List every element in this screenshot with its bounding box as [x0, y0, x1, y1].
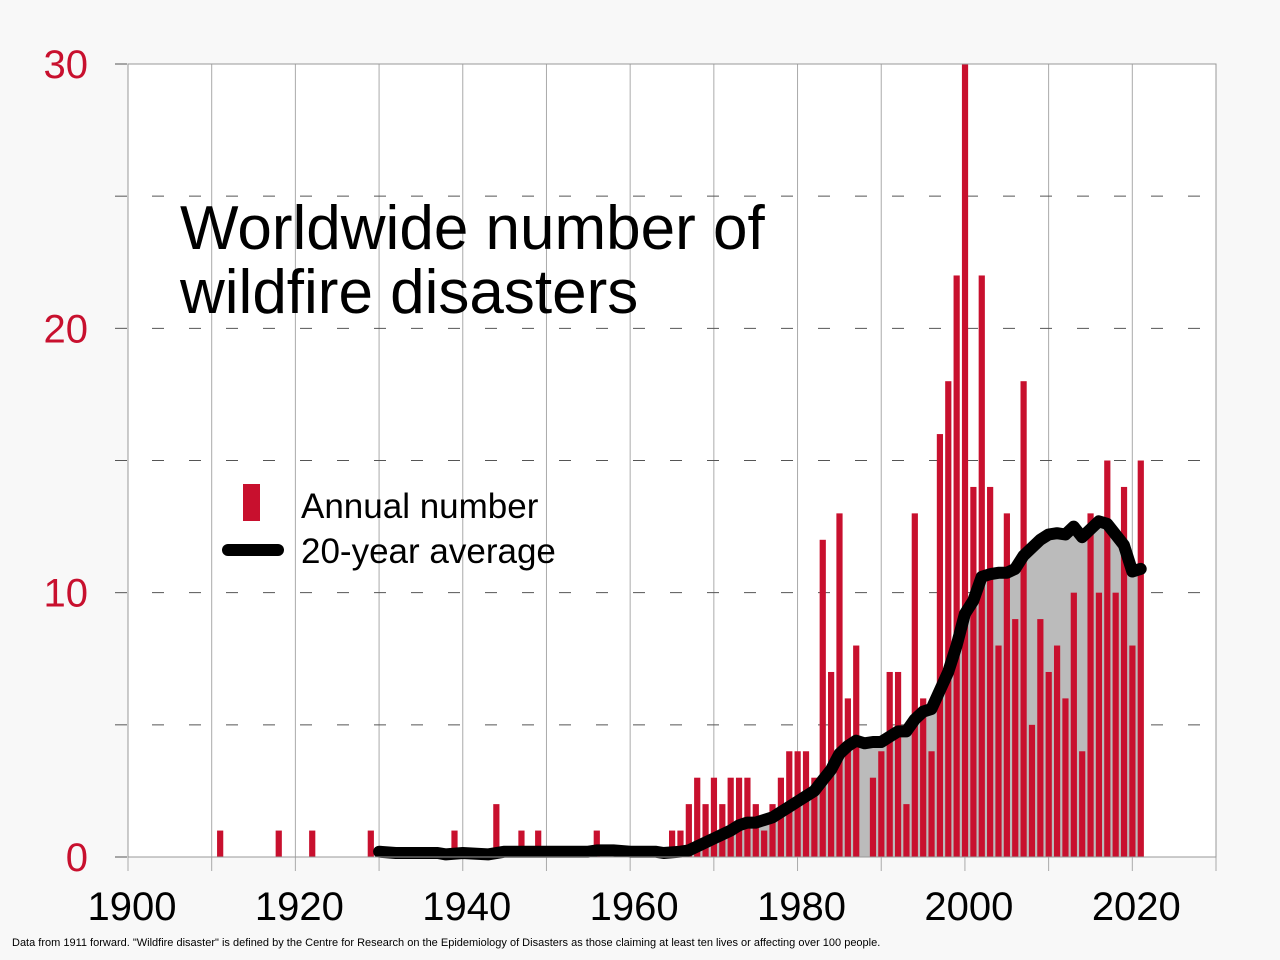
x-tick-label: 2000 — [924, 885, 1013, 929]
bar-2014 — [1079, 751, 1086, 857]
x-tick-label: 1920 — [255, 885, 344, 929]
bar-2015 — [1087, 513, 1094, 857]
bar-1995 — [920, 698, 927, 857]
y-tick-label: 30 — [44, 43, 89, 87]
bar-1973 — [735, 777, 743, 857]
bar-1968 — [694, 777, 701, 857]
bar-1949 — [535, 830, 542, 857]
plot-border — [127, 63, 1217, 858]
bar-1944 — [493, 804, 500, 857]
bar-1981 — [802, 751, 810, 857]
bar-2016 — [1095, 592, 1103, 857]
x-tick-label: 1900 — [88, 885, 177, 929]
bar-2012 — [1062, 698, 1069, 857]
y-tick-label: 20 — [44, 307, 89, 351]
bar-1918 — [275, 830, 282, 857]
bar-1991 — [886, 671, 893, 857]
legend-bar-swatch — [243, 484, 260, 521]
bar-2006 — [1012, 619, 1019, 857]
bar-1967 — [685, 804, 692, 857]
bar-1983 — [819, 539, 826, 857]
bar-1970 — [710, 777, 718, 857]
bar-1929 — [367, 830, 374, 857]
bar-1994 — [911, 513, 918, 857]
y-tick-label: 0 — [66, 836, 88, 880]
bar-2013 — [1070, 592, 1077, 857]
footnote: Data from 1911 forward. "Wildfire disast… — [12, 937, 880, 949]
legend: Annual number 20-year average — [222, 484, 556, 571]
bar-2002 — [978, 275, 985, 857]
bar-1999 — [953, 275, 960, 857]
bars — [217, 64, 1144, 857]
bar-2007 — [1020, 381, 1027, 857]
bar-1947 — [518, 830, 525, 857]
bar-1972 — [727, 777, 734, 857]
x-tick-label: 1940 — [422, 885, 511, 929]
bar-1987 — [853, 645, 860, 857]
bar-2004 — [995, 645, 1002, 857]
bar-1911 — [217, 830, 224, 857]
bar-2018 — [1112, 592, 1119, 857]
bar-2011 — [1053, 645, 1061, 857]
bar-2003 — [987, 486, 994, 857]
bar-2000 — [961, 64, 969, 857]
y-tick-labels: 0 10 20 30 — [44, 43, 89, 880]
bar-1982 — [811, 777, 818, 857]
bar-2001 — [970, 486, 977, 857]
average-line — [373, 515, 1147, 861]
x-tick-label: 2020 — [1092, 885, 1181, 929]
x-tick-labels: 1900 1920 1940 1960 1980 2000 2020 — [88, 885, 1181, 929]
y-tick-label: 10 — [44, 572, 89, 616]
bar-1992 — [894, 671, 902, 857]
bar-2017 — [1104, 460, 1111, 857]
bar-1997 — [936, 434, 944, 857]
chart-title-line-1: Worldwide number of — [180, 194, 765, 263]
bar-1998 — [945, 381, 952, 857]
bar-1969 — [702, 804, 709, 857]
x-tick-label: 1980 — [757, 885, 846, 929]
bar-2008 — [1028, 724, 1036, 857]
bar-1976 — [761, 830, 768, 857]
bar-1966 — [677, 830, 684, 857]
bar-1939 — [451, 830, 458, 857]
bar-1975 — [752, 804, 759, 857]
bar-1985 — [836, 513, 843, 857]
bar-2005 — [1003, 513, 1010, 857]
legend-label-annual: Annual number — [301, 487, 539, 526]
chart-title-line-2: wildfire disasters — [179, 258, 638, 327]
bar-1965 — [669, 830, 676, 857]
bar-1977 — [769, 804, 776, 857]
legend-label-average: 20-year average — [301, 532, 556, 571]
bar-1956 — [593, 830, 600, 857]
x-tick-label: 1960 — [590, 885, 679, 929]
bar-1990 — [878, 751, 885, 857]
bar-1922 — [309, 830, 316, 857]
bar-2010 — [1045, 671, 1052, 857]
bar-2009 — [1037, 619, 1044, 857]
bar-2020 — [1129, 645, 1136, 857]
bar-1986 — [844, 698, 851, 857]
bar-1989 — [869, 777, 877, 857]
bar-1993 — [903, 804, 910, 857]
bar-1996 — [928, 751, 935, 857]
bar-2019 — [1120, 486, 1128, 857]
bar-2021 — [1137, 460, 1144, 857]
